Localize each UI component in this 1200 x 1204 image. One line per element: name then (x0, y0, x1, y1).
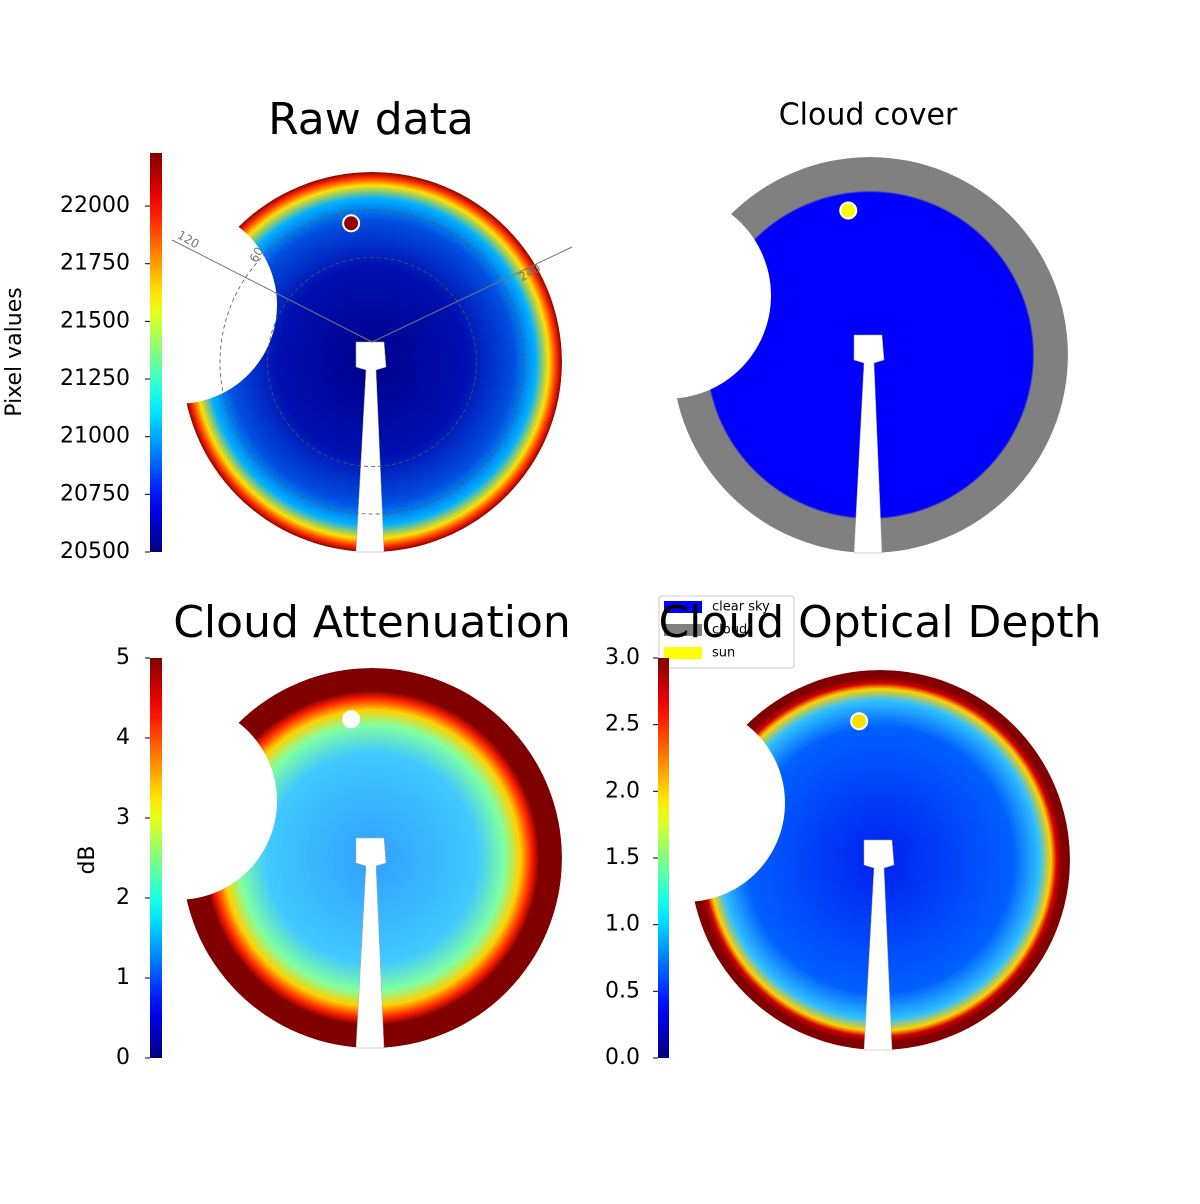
panel-title: Cloud Attenuation (173, 597, 571, 648)
sun-marker (839, 201, 858, 220)
legend-swatch (664, 601, 702, 613)
colorbar-tick-label: 1 (116, 965, 130, 990)
colorbar-tick-label: 0 (116, 1045, 130, 1070)
colorbar-tick-label: 22000 (60, 193, 130, 218)
colorbar-tick-label: 21250 (60, 366, 130, 391)
colorbar-tick-label: 3.0 (605, 645, 640, 670)
polar-ring (267, 257, 477, 467)
colorbar-tick-label: 2 (116, 885, 130, 910)
colorbar-tick-label: 1.5 (605, 845, 640, 870)
polar-axis (171, 239, 373, 343)
colorbar-tick-label: 0.0 (605, 1045, 640, 1070)
panel-title: Cloud cover (779, 98, 958, 133)
colorbar-tick-label: 21000 (60, 424, 130, 449)
polar-ring (219, 209, 525, 515)
colorbar-tick-label: 20500 (60, 539, 130, 564)
mast (863, 839, 895, 1051)
sun-marker (342, 214, 361, 233)
colorbar-tick-label: 2.0 (605, 778, 640, 803)
legend-label: cloud (712, 623, 747, 638)
mast (355, 837, 387, 1049)
colorbar-tick-label: 4 (116, 725, 130, 750)
polar-label: 60 (247, 245, 267, 265)
legend-label: sun (712, 646, 735, 661)
colorbar-tick-label: 1.0 (605, 912, 640, 937)
colorbar-tick-label: 5 (116, 645, 130, 670)
sun-marker (342, 710, 361, 729)
colorbar-tick-label: 2.5 (605, 712, 640, 737)
colorbar-tick-label: 3 (116, 805, 130, 830)
colorbar (150, 153, 162, 552)
legend-swatch (664, 647, 702, 659)
colorbar-label: Pixel values (2, 287, 27, 416)
colorbar-tick-label: 0.5 (605, 978, 640, 1003)
colorbar (658, 658, 669, 1058)
legend-swatch (664, 624, 702, 636)
colorbar (150, 658, 162, 1058)
colorbar-tick-label: 21500 (60, 308, 130, 333)
polar-axis (371, 246, 573, 343)
mast (355, 341, 387, 553)
colorbar-label: dB (75, 845, 100, 874)
sun-marker (850, 712, 869, 731)
colorbar-tick-label: 20750 (60, 481, 130, 506)
panel-title: Raw data (268, 94, 474, 145)
legend-label: clear sky (712, 600, 770, 615)
mast (853, 334, 885, 554)
colorbar-tick-label: 21750 (60, 251, 130, 276)
panel-title: Cloud Optical Depth (658, 597, 1101, 648)
